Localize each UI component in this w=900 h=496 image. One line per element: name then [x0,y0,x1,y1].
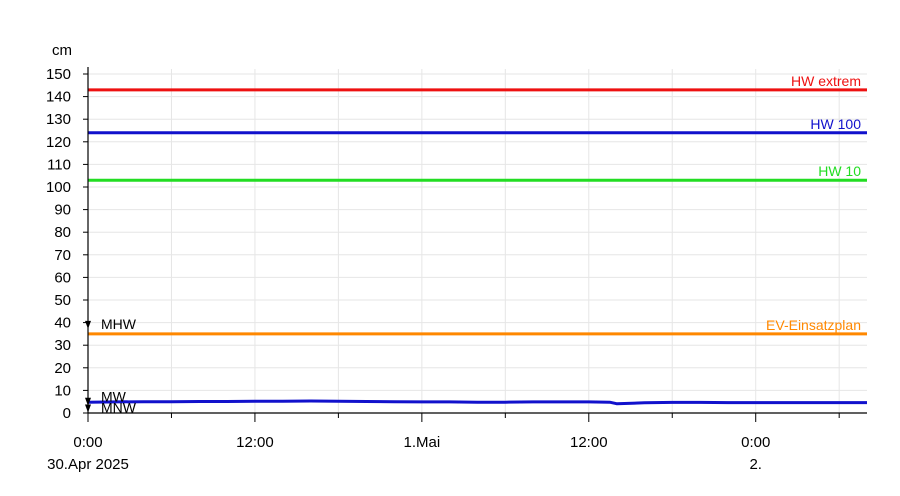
water-level-series [87,399,867,406]
y-tick-label: 10 [54,382,71,399]
x-tick-label: 0:00 [73,434,102,451]
marker-label: MW [101,389,127,405]
marker-triangle [85,397,91,406]
y-tick-label: 40 [54,315,71,332]
reference-lines: HW extrem HW 100 HW 10 EV-Einsatzplan [88,73,867,336]
y-tick-label: 60 [54,269,71,286]
marker-label: MNW [101,399,137,415]
y-tick-label: 70 [54,247,71,264]
y-tick-label: 30 [54,337,71,354]
x-tick-label: 12:00 [236,434,274,451]
x-tick-sublabel: 2. [749,456,762,473]
series-layer [87,399,867,406]
y-tick-label: 110 [47,156,71,173]
y-tick-label: 100 [46,179,71,196]
y-tick-label: 0 [63,405,71,422]
axes: 0 10 20 30 40 50 60 70 80 90 100 110 120 130 140 150 0:0… [46,66,867,473]
reference-line-label: HW extrem [791,73,861,89]
y-tick-label: 150 [46,66,71,83]
y-tick-label: 140 [46,89,71,106]
marker-label: MHW [101,316,137,332]
reference-line-label: EV-Einsatzplan [766,317,861,333]
x-tick-label: 1.Mai [404,434,441,451]
y-tick-label: 130 [46,111,71,128]
y-tick-label: 20 [54,360,71,377]
x-tick-sublabel: 30.Apr 2025 [47,456,129,473]
reference-line-label: HW 10 [818,163,861,179]
y-axis-unit: cm [52,42,72,59]
reference-line-label: HW 100 [810,116,861,132]
grid [87,69,867,414]
marker-triangle [85,404,91,413]
y-tick-label: 50 [54,292,71,309]
y-tick-label: 120 [46,134,71,151]
marker-triangle [85,320,91,329]
x-tick-label: 12:00 [570,434,608,451]
y-tick-label: 80 [54,224,71,241]
x-tick-label: 0:00 [741,434,770,451]
y-tick-label: 90 [54,202,71,219]
